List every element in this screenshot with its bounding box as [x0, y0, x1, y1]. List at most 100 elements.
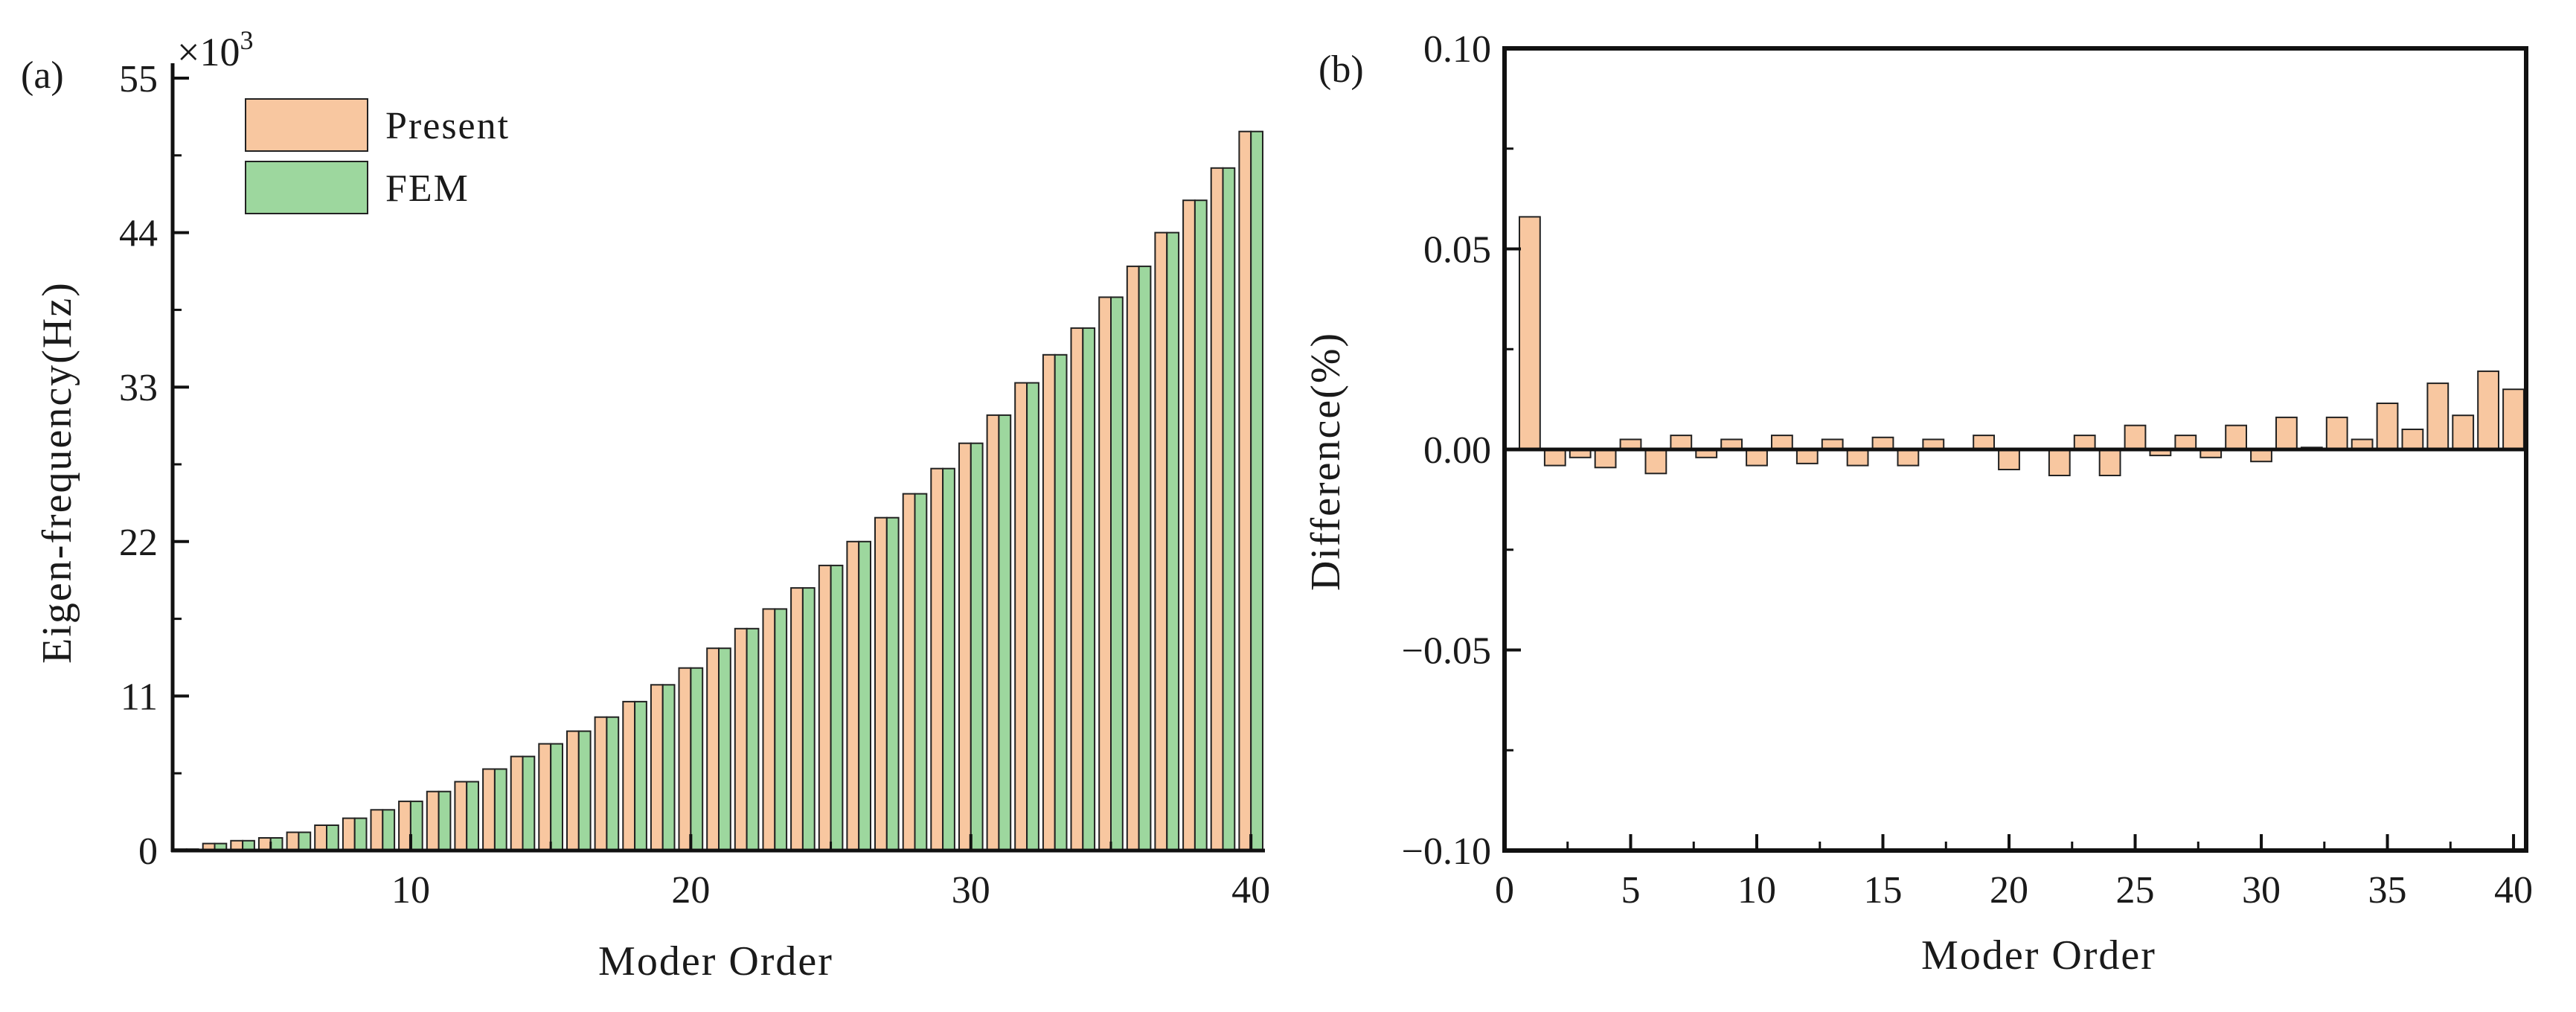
bar-fem-25 [830, 564, 844, 852]
bar-fem-22 [746, 627, 760, 851]
y-tick-label-b-4: 0.10 [1423, 28, 1491, 71]
y-tick-label-a-11: 11 [121, 676, 158, 718]
y-tick-label-b-2: 0.00 [1423, 429, 1491, 472]
bars-a [174, 130, 1263, 852]
bar-fem-38 [1194, 199, 1208, 851]
bar-present-23 [762, 608, 776, 852]
bar-present-9 [370, 809, 384, 852]
diff-bar-25 [2124, 424, 2147, 451]
y-tick-label-a-55: 55 [119, 58, 158, 100]
y-axis-label-a: Eigen-frequency(Hz) [34, 281, 80, 664]
bar-present-8 [342, 817, 356, 851]
bar-fem-21 [718, 647, 731, 851]
bar-fem-20 [690, 667, 704, 852]
bar-fem-24 [801, 587, 816, 851]
bar-present-22 [734, 627, 748, 851]
bar-fem-17 [606, 716, 620, 852]
bar-present-17 [594, 716, 608, 852]
y-axis-label-b: Difference(%) [1303, 332, 1349, 591]
bar-fem-10 [409, 800, 423, 852]
x-tick-label-b-0: 0 [1495, 869, 1514, 912]
diff-bar-7 [1670, 435, 1693, 450]
bar-present-28 [902, 493, 916, 851]
bar-fem-9 [382, 809, 396, 852]
x-tick-label-a-20: 20 [671, 869, 710, 912]
y-multiplier-exponent: 3 [240, 25, 253, 55]
bar-present-29 [930, 467, 944, 851]
y-tick-label-a-44: 44 [119, 213, 158, 255]
x-tick-label-a-30: 30 [952, 869, 990, 912]
x-tick-label-b-5: 5 [1621, 869, 1641, 912]
x-tick-label-a-10: 10 [391, 869, 430, 912]
legend-swatch-present [245, 98, 368, 152]
y-tick-label-b-3: 0.05 [1423, 229, 1491, 272]
bar-fem-11 [438, 790, 452, 851]
x-tick-label-b-15: 15 [1864, 869, 1903, 912]
diff-bar-22 [2048, 449, 2071, 476]
panel-label-a: (a) [21, 54, 64, 97]
bar-present-16 [566, 730, 580, 851]
diff-bar-29 [2225, 424, 2247, 451]
bar-present-36 [1126, 265, 1140, 851]
bar-present-33 [1042, 353, 1056, 851]
bar-fem-36 [1138, 265, 1152, 851]
legend-a: Present FEM [245, 98, 508, 214]
bar-present-27 [874, 516, 888, 851]
x-tick-label-b-40: 40 [2494, 869, 2533, 912]
bar-fem-13 [493, 768, 507, 851]
bar-fem-32 [1026, 382, 1039, 851]
bar-fem-15 [550, 743, 564, 851]
diff-bar-24 [2098, 449, 2121, 476]
x-tick-label-b-25: 25 [2116, 869, 2155, 912]
bar-present-10 [398, 800, 411, 852]
diff-bar-1 [1519, 216, 1541, 450]
diff-bar-36 [2401, 429, 2424, 450]
bar-fem-30 [970, 442, 984, 851]
diff-bar-4 [1594, 449, 1617, 469]
bar-present-34 [1070, 327, 1084, 851]
x-axis-label-a: Moder Order [598, 938, 833, 984]
bar-fem-8 [353, 817, 368, 851]
bar-fem-14 [522, 755, 536, 851]
bar-present-15 [538, 743, 552, 851]
bar-present-40 [1238, 130, 1252, 851]
panel-label-b: (b) [1319, 48, 1364, 91]
bar-fem-33 [1054, 353, 1068, 851]
bar-fem-37 [1166, 231, 1180, 852]
bar-fem-5 [269, 837, 283, 851]
diff-bar-10 [1746, 449, 1768, 467]
bar-fem-18 [634, 700, 647, 852]
bar-present-35 [1098, 296, 1112, 851]
legend-label-fem: FEM [385, 167, 470, 210]
x-tick-label-b-10: 10 [1737, 869, 1776, 912]
axes-a: 0 11 22 33 44 55 10 20 30 40 [119, 58, 1270, 912]
diff-bar-12 [1795, 449, 1819, 464]
diff-bar-38 [2452, 414, 2475, 451]
bar-present-39 [1210, 167, 1224, 852]
bar-fem-35 [1110, 296, 1124, 851]
y-tick-label-a-0: 0 [138, 830, 158, 873]
axes-b: −0.10 −0.05 0.00 0.05 0.10 0 5 10 15 20 25 30 35 40 [1402, 28, 2533, 912]
x-tick-label-b-20: 20 [1990, 869, 2028, 912]
bar-present-14 [510, 755, 524, 851]
diff-bar-35 [2376, 403, 2399, 450]
diff-bar-20 [1998, 449, 2020, 470]
bar-present-32 [1014, 382, 1028, 851]
diff-bar-11 [1771, 435, 1793, 450]
bar-fem-29 [942, 467, 955, 851]
y-multiplier-base: ×10 [177, 30, 240, 74]
bar-present-30 [958, 442, 972, 851]
bars-b [1519, 216, 2525, 476]
x-tick-label-b-30: 30 [2242, 869, 2281, 912]
y-tick-label-b-0: −0.10 [1402, 830, 1491, 873]
bar-fem-31 [998, 414, 1012, 851]
bar-present-31 [986, 414, 1000, 851]
y-tick-label-b-1: −0.05 [1402, 630, 1491, 673]
bar-present-24 [790, 587, 804, 851]
diff-bar-40 [2502, 388, 2525, 451]
bar-fem-23 [774, 608, 788, 852]
bar-present-37 [1154, 231, 1168, 852]
diff-bar-19 [1973, 435, 1995, 450]
diff-bar-27 [2174, 435, 2197, 450]
